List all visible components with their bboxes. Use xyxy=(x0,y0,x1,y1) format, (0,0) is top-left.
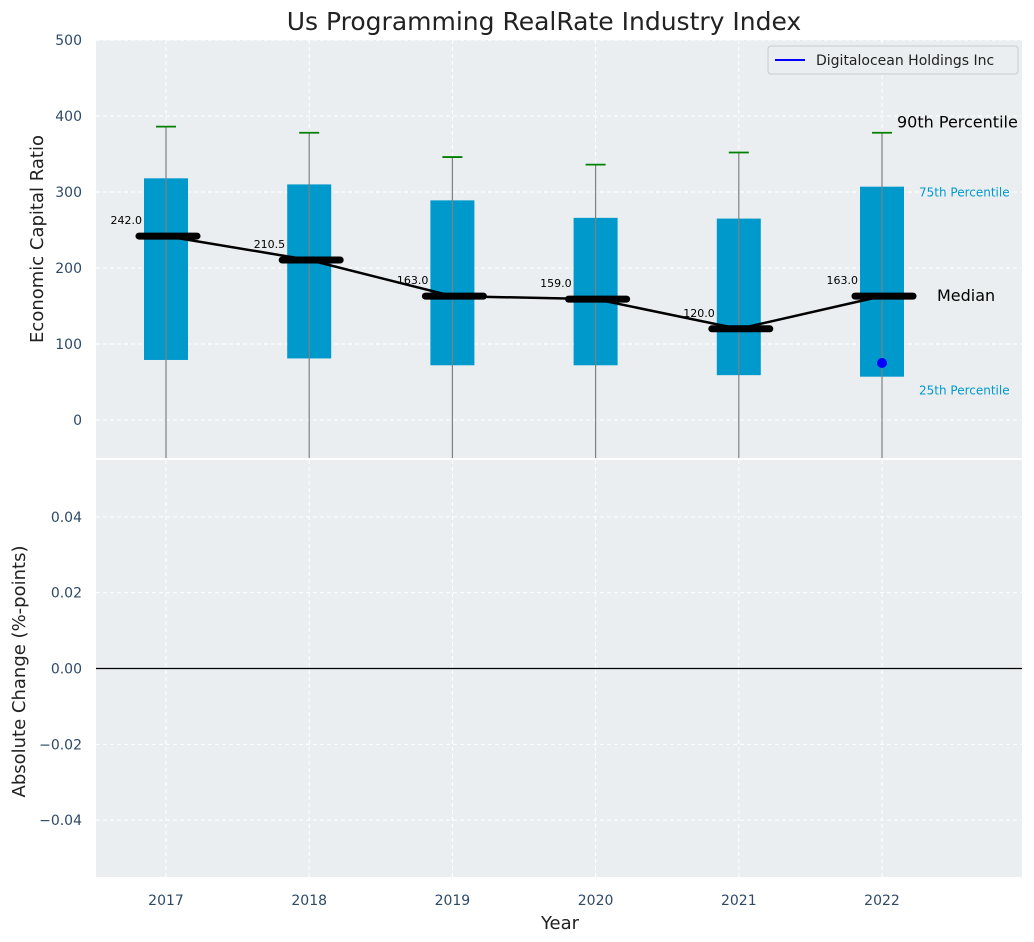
median-value-label: 242.0 xyxy=(111,214,143,227)
median-annotation: Median xyxy=(937,286,995,305)
median-value-label: 210.5 xyxy=(254,238,286,251)
top-y-tick-label: 200 xyxy=(55,261,82,277)
chart-title: Us Programming RealRate Industry Index xyxy=(287,7,801,36)
company-point xyxy=(877,358,887,368)
x-tick-label: 2018 xyxy=(291,893,327,909)
x-tick-label: 2021 xyxy=(721,893,757,909)
x-tick-label: 2017 xyxy=(148,893,184,909)
x-tick-label: 2020 xyxy=(578,893,614,909)
top-y-tick-label: 500 xyxy=(55,33,82,49)
legend-label: Digitalocean Holdings Inc xyxy=(816,53,994,69)
top-y-tick-label: 100 xyxy=(55,337,82,353)
p75-annotation: 75th Percentile xyxy=(919,186,1010,200)
top-y-axis-label: Economic Capital Ratio xyxy=(27,135,48,343)
bottom-y-tick-label: −0.02 xyxy=(39,737,82,753)
legend-box xyxy=(767,45,1019,75)
x-axis-label: Year xyxy=(540,913,580,934)
bottom-y-tick-label: 0.02 xyxy=(51,586,82,602)
bottom-y-tick-label: 0.00 xyxy=(51,662,82,678)
median-value-label: 120.0 xyxy=(683,307,715,320)
p90-annotation: 90th Percentile xyxy=(897,113,1018,132)
median-trend-line xyxy=(165,234,883,331)
legend: Digitalocean Holdings Inc xyxy=(767,45,1019,75)
x-tick-label: 2022 xyxy=(864,893,900,909)
top-y-tick-label: 0 xyxy=(73,413,82,429)
bottom-y-tick-label: 0.04 xyxy=(51,510,82,526)
top-marks xyxy=(135,125,917,458)
median-value-label: 163.0 xyxy=(397,274,429,287)
chart-text: 0 100 200 300 400 500 −0.04 −0.02 0.00 0.02 0.04 20… xyxy=(9,7,1018,934)
median-value-label: 159.0 xyxy=(540,277,572,290)
x-tick-label: 2019 xyxy=(435,893,471,909)
median-value-label: 163.0 xyxy=(827,274,859,287)
top-y-tick-label: 400 xyxy=(55,109,82,125)
bottom-y-axis-label: Absolute Change (%-points) xyxy=(9,546,30,798)
p25-annotation: 25th Percentile xyxy=(919,384,1010,398)
top-y-tick-label: 300 xyxy=(55,185,82,201)
bottom-y-tick-label: −0.04 xyxy=(39,813,82,829)
